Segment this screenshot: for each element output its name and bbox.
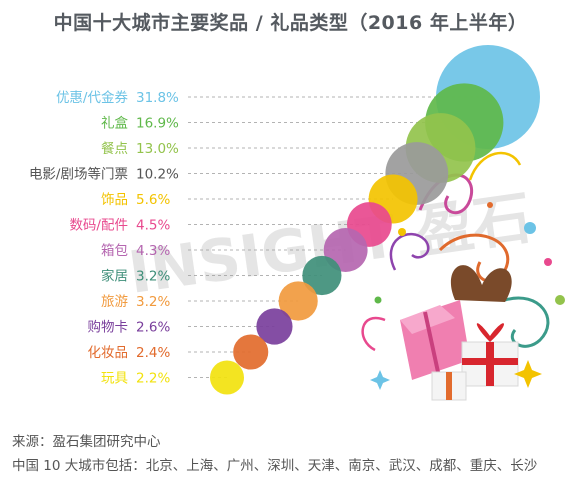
bubble-7: [302, 255, 342, 296]
category-label: 化妆品: [88, 345, 129, 361]
category-label: 箱包: [101, 243, 128, 259]
value-label: 3.2%: [136, 269, 170, 285]
value-label: 4.3%: [136, 243, 170, 259]
bubble-chart: INSIGHT 盈石 优惠/代金券 31.8%礼盒 16.9: [29, 45, 565, 401]
value-label: 5.6%: [136, 192, 170, 208]
value-label: 2.4%: [136, 345, 170, 361]
category-label: 购物卡: [88, 320, 129, 336]
category-label: 礼盒: [101, 115, 128, 132]
value-label: 13.0%: [136, 141, 179, 157]
value-label: 10.2%: [136, 167, 179, 183]
chart-title: 中国十大城市主要奖品 / 礼品类型（2016 年上半年）: [53, 12, 528, 34]
value-label: 2.2%: [136, 371, 170, 387]
category-label: 餐点: [101, 141, 128, 157]
value-label: 16.9%: [136, 116, 179, 132]
category-label: 电影/剧场等门票: [29, 166, 128, 183]
cities-note: 中国 10 大城市包括：北京、上海、广州、深圳、天津、南京、武汉、成都、重庆、长…: [12, 458, 538, 474]
source-note: 来源：盈石集团研究中心: [12, 434, 161, 450]
value-label: 2.6%: [136, 320, 170, 336]
value-label: 4.5%: [136, 218, 170, 234]
category-label: 玩具: [101, 371, 128, 387]
category-label: 饰品: [101, 192, 128, 208]
category-label: 优惠/代金券: [56, 90, 129, 106]
value-label: 31.8%: [136, 90, 179, 106]
gift-decoration-icon: [361, 151, 565, 401]
bubble-11: [210, 360, 244, 395]
category-label: 家居: [101, 268, 128, 285]
category-label: 数码/配件: [69, 218, 128, 234]
value-label: 3.2%: [136, 294, 170, 310]
bubble-8: [278, 281, 318, 321]
bubble-9: [256, 308, 293, 345]
category-label: 旅游: [101, 294, 128, 310]
bubble-10: [233, 334, 269, 370]
